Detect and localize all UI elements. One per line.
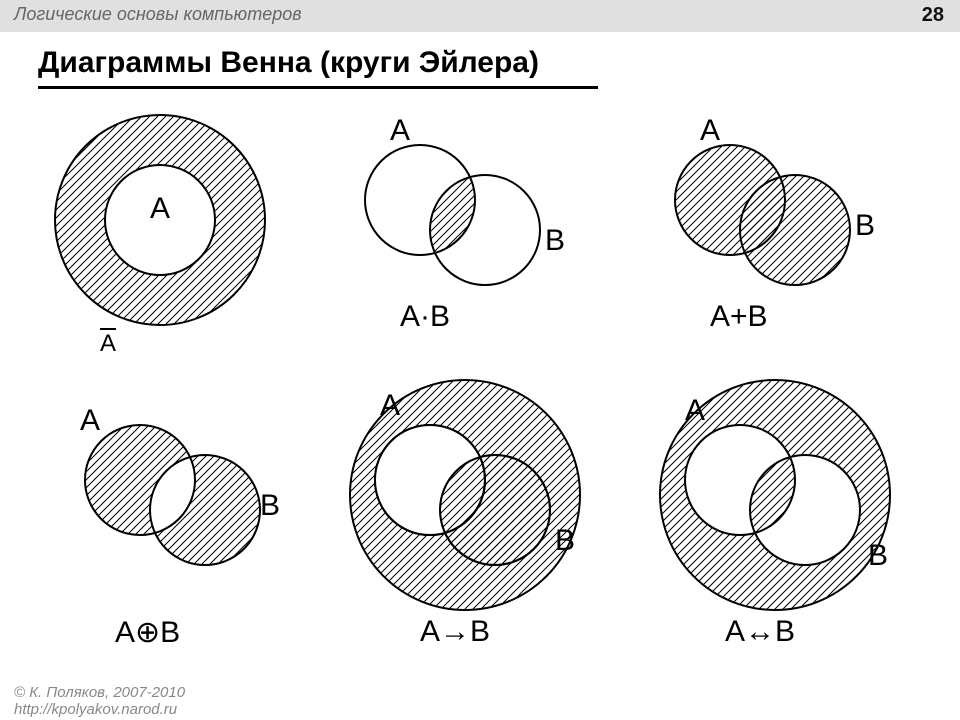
caption-or: A+B bbox=[710, 300, 768, 334]
caption-equiv: A↔B bbox=[725, 615, 795, 649]
footer-url: http://kpolyakov.narod.ru bbox=[14, 702, 185, 719]
footer-copyright: © К. Поляков, 2007-2010 bbox=[14, 685, 185, 702]
label-a: A bbox=[685, 394, 705, 427]
caption-and: A·B bbox=[400, 300, 450, 334]
venn-impl: A B bbox=[320, 370, 620, 630]
venn-or: A B bbox=[630, 110, 910, 310]
label-a: A bbox=[150, 192, 170, 225]
diagram-area: A A A B A·B A B A+B A B A⊕B bbox=[0, 90, 960, 690]
label-a: A bbox=[380, 389, 400, 422]
slide-title: Диаграммы Венна (круги Эйлера) bbox=[38, 46, 539, 80]
venn-equiv: A B bbox=[630, 370, 930, 630]
caption-xor: A⊕B bbox=[115, 615, 180, 650]
label-b: B bbox=[260, 489, 280, 522]
caption-not-a: A bbox=[100, 330, 116, 358]
venn-not-a: A bbox=[30, 100, 290, 340]
footer: © К. Поляков, 2007-2010 http://kpolyakov… bbox=[14, 685, 185, 718]
header-bar: Логические основы компьютеров 28 bbox=[0, 0, 960, 32]
label-b: B bbox=[855, 209, 875, 242]
venn-xor: A B bbox=[40, 390, 320, 610]
label-b: B bbox=[555, 524, 575, 557]
label-b: B bbox=[868, 539, 888, 572]
label-b: B bbox=[545, 224, 565, 257]
label-a: A bbox=[700, 114, 720, 147]
course-title: Логические основы компьютеров bbox=[14, 4, 302, 25]
title-rule bbox=[38, 86, 598, 89]
label-a: A bbox=[80, 404, 100, 437]
page-number: 28 bbox=[922, 4, 944, 27]
caption-impl: A→B bbox=[420, 615, 490, 649]
label-a: A bbox=[390, 114, 410, 147]
venn-and: A B bbox=[320, 110, 600, 310]
